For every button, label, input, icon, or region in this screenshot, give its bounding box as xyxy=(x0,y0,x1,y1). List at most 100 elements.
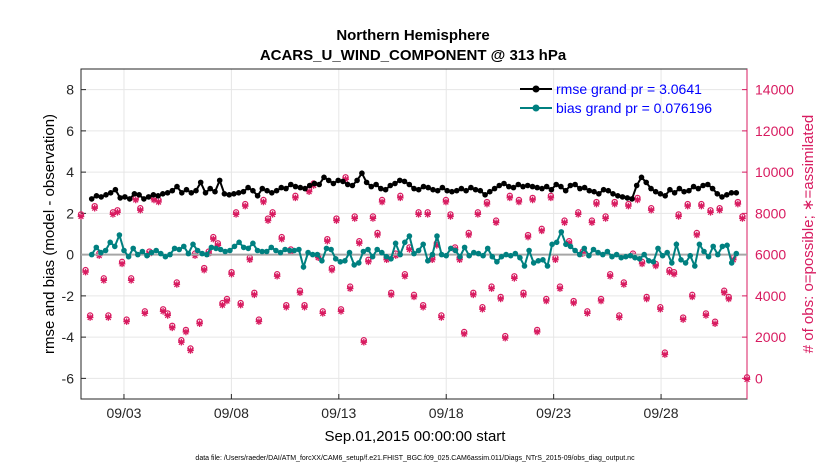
rmse-point xyxy=(676,185,683,192)
rmse-point xyxy=(671,190,678,196)
rmse-point xyxy=(577,185,583,192)
obs-assimilated-marker xyxy=(401,272,409,280)
rmse-point xyxy=(449,188,455,195)
bias-point xyxy=(231,243,238,250)
obs-assimilated-marker xyxy=(406,246,413,253)
bias-point xyxy=(319,258,325,264)
obs-assimilated-marker xyxy=(159,308,167,315)
rmse-point xyxy=(468,184,474,191)
grid xyxy=(81,69,747,399)
rmse-point xyxy=(212,188,218,195)
obs-assimilated-marker xyxy=(351,215,358,222)
bias-point xyxy=(715,251,721,258)
bias-point xyxy=(484,245,491,252)
obs-assimilated-marker xyxy=(483,200,491,208)
rmse-point xyxy=(482,192,488,198)
bias-point xyxy=(392,240,399,247)
obs-assimilated-marker xyxy=(305,188,313,195)
rmse-point xyxy=(529,183,536,190)
rmse-point xyxy=(235,190,242,196)
obs-assimilated-marker xyxy=(246,256,254,264)
rmse-point xyxy=(363,179,370,186)
bias-point xyxy=(452,247,459,254)
bias-point xyxy=(282,246,288,253)
rmse-point xyxy=(439,184,446,191)
obs-assimilated-marker xyxy=(419,303,427,311)
chart-subtitle: ACARS_U_WIND_COMPONENT @ 313 hPa xyxy=(260,47,567,64)
rmse-point xyxy=(292,183,299,190)
obs-assimilated-marker xyxy=(488,285,495,292)
obs-assimilated-marker xyxy=(346,285,354,292)
rmse-point xyxy=(354,177,360,184)
obs-assimilated-marker xyxy=(278,235,286,243)
bias-point xyxy=(540,257,546,263)
bias-point xyxy=(475,250,482,257)
bias-point xyxy=(701,248,707,255)
obs-assimilated-marker xyxy=(95,252,103,259)
rmse-point xyxy=(174,183,180,190)
obs-assimilated-marker xyxy=(109,211,117,218)
obs-assimilated-marker xyxy=(593,200,600,208)
bias-point xyxy=(728,260,735,266)
rmse-point xyxy=(387,182,394,189)
obs-assimilated-marker xyxy=(711,320,719,327)
bias-point xyxy=(227,247,233,254)
obs-assimilated-marker xyxy=(606,272,614,280)
rmse-point xyxy=(221,191,228,197)
rmse-point xyxy=(558,183,564,190)
obs-assimilated-marker xyxy=(524,233,532,241)
rmse-point xyxy=(543,183,550,190)
bias-point xyxy=(93,244,100,251)
rmse-point xyxy=(401,178,408,185)
bias-point xyxy=(415,247,422,254)
bias-point xyxy=(300,264,307,270)
obs-assimilated-marker xyxy=(479,305,486,313)
y-tick-label-right: 6000 xyxy=(755,247,786,263)
bias-point xyxy=(600,251,606,258)
rmse-point xyxy=(382,186,389,193)
rmse-point xyxy=(629,196,635,202)
obs-assimilated-marker xyxy=(552,256,559,264)
bias-point xyxy=(176,246,182,253)
obs-assimilated-marker xyxy=(474,211,482,218)
obs-assimilated-marker xyxy=(515,198,523,206)
bias-point xyxy=(273,247,279,254)
rmse-point xyxy=(700,182,706,189)
obs-assimilated-marker xyxy=(273,272,281,280)
obs-assimilated-marker xyxy=(214,242,222,249)
rmse-point xyxy=(179,190,185,196)
obs-assimilated-marker xyxy=(141,310,149,317)
obs-assimilated-marker xyxy=(296,289,304,297)
rmse-point xyxy=(226,192,232,198)
rmse-point xyxy=(496,182,503,189)
rmse-point xyxy=(633,182,640,189)
obs-assimilated-marker xyxy=(643,295,650,303)
rmse-point xyxy=(501,180,507,187)
bias-point xyxy=(204,251,210,258)
rmse-point xyxy=(705,181,711,188)
bias-point xyxy=(696,241,703,248)
bias-point xyxy=(254,247,261,254)
bias-point xyxy=(438,251,445,258)
y-tick-label-right: 2000 xyxy=(755,329,786,345)
obs-assimilated-marker xyxy=(86,314,94,321)
bias-point xyxy=(351,262,358,268)
bias-point xyxy=(604,248,611,255)
bias-point xyxy=(158,250,164,257)
rmse-point xyxy=(378,185,384,192)
bias-point xyxy=(526,247,532,254)
legend-rmse-label: rmse grand pr = 3.0641 xyxy=(556,81,702,97)
rmse-point xyxy=(283,185,289,192)
rmse-point xyxy=(207,185,213,192)
rmse-point xyxy=(539,185,545,192)
rmse-point xyxy=(302,185,308,192)
obs-assimilated-marker xyxy=(602,215,609,222)
rmse-point xyxy=(126,196,133,202)
rmse-point xyxy=(145,194,152,200)
rmse-point xyxy=(183,186,190,193)
rmse-point xyxy=(648,185,654,192)
rmse-point xyxy=(273,187,280,194)
y-tick-label-left: 6 xyxy=(66,123,74,139)
obs-assimilated-marker xyxy=(465,231,473,239)
rmse-point xyxy=(643,179,649,186)
